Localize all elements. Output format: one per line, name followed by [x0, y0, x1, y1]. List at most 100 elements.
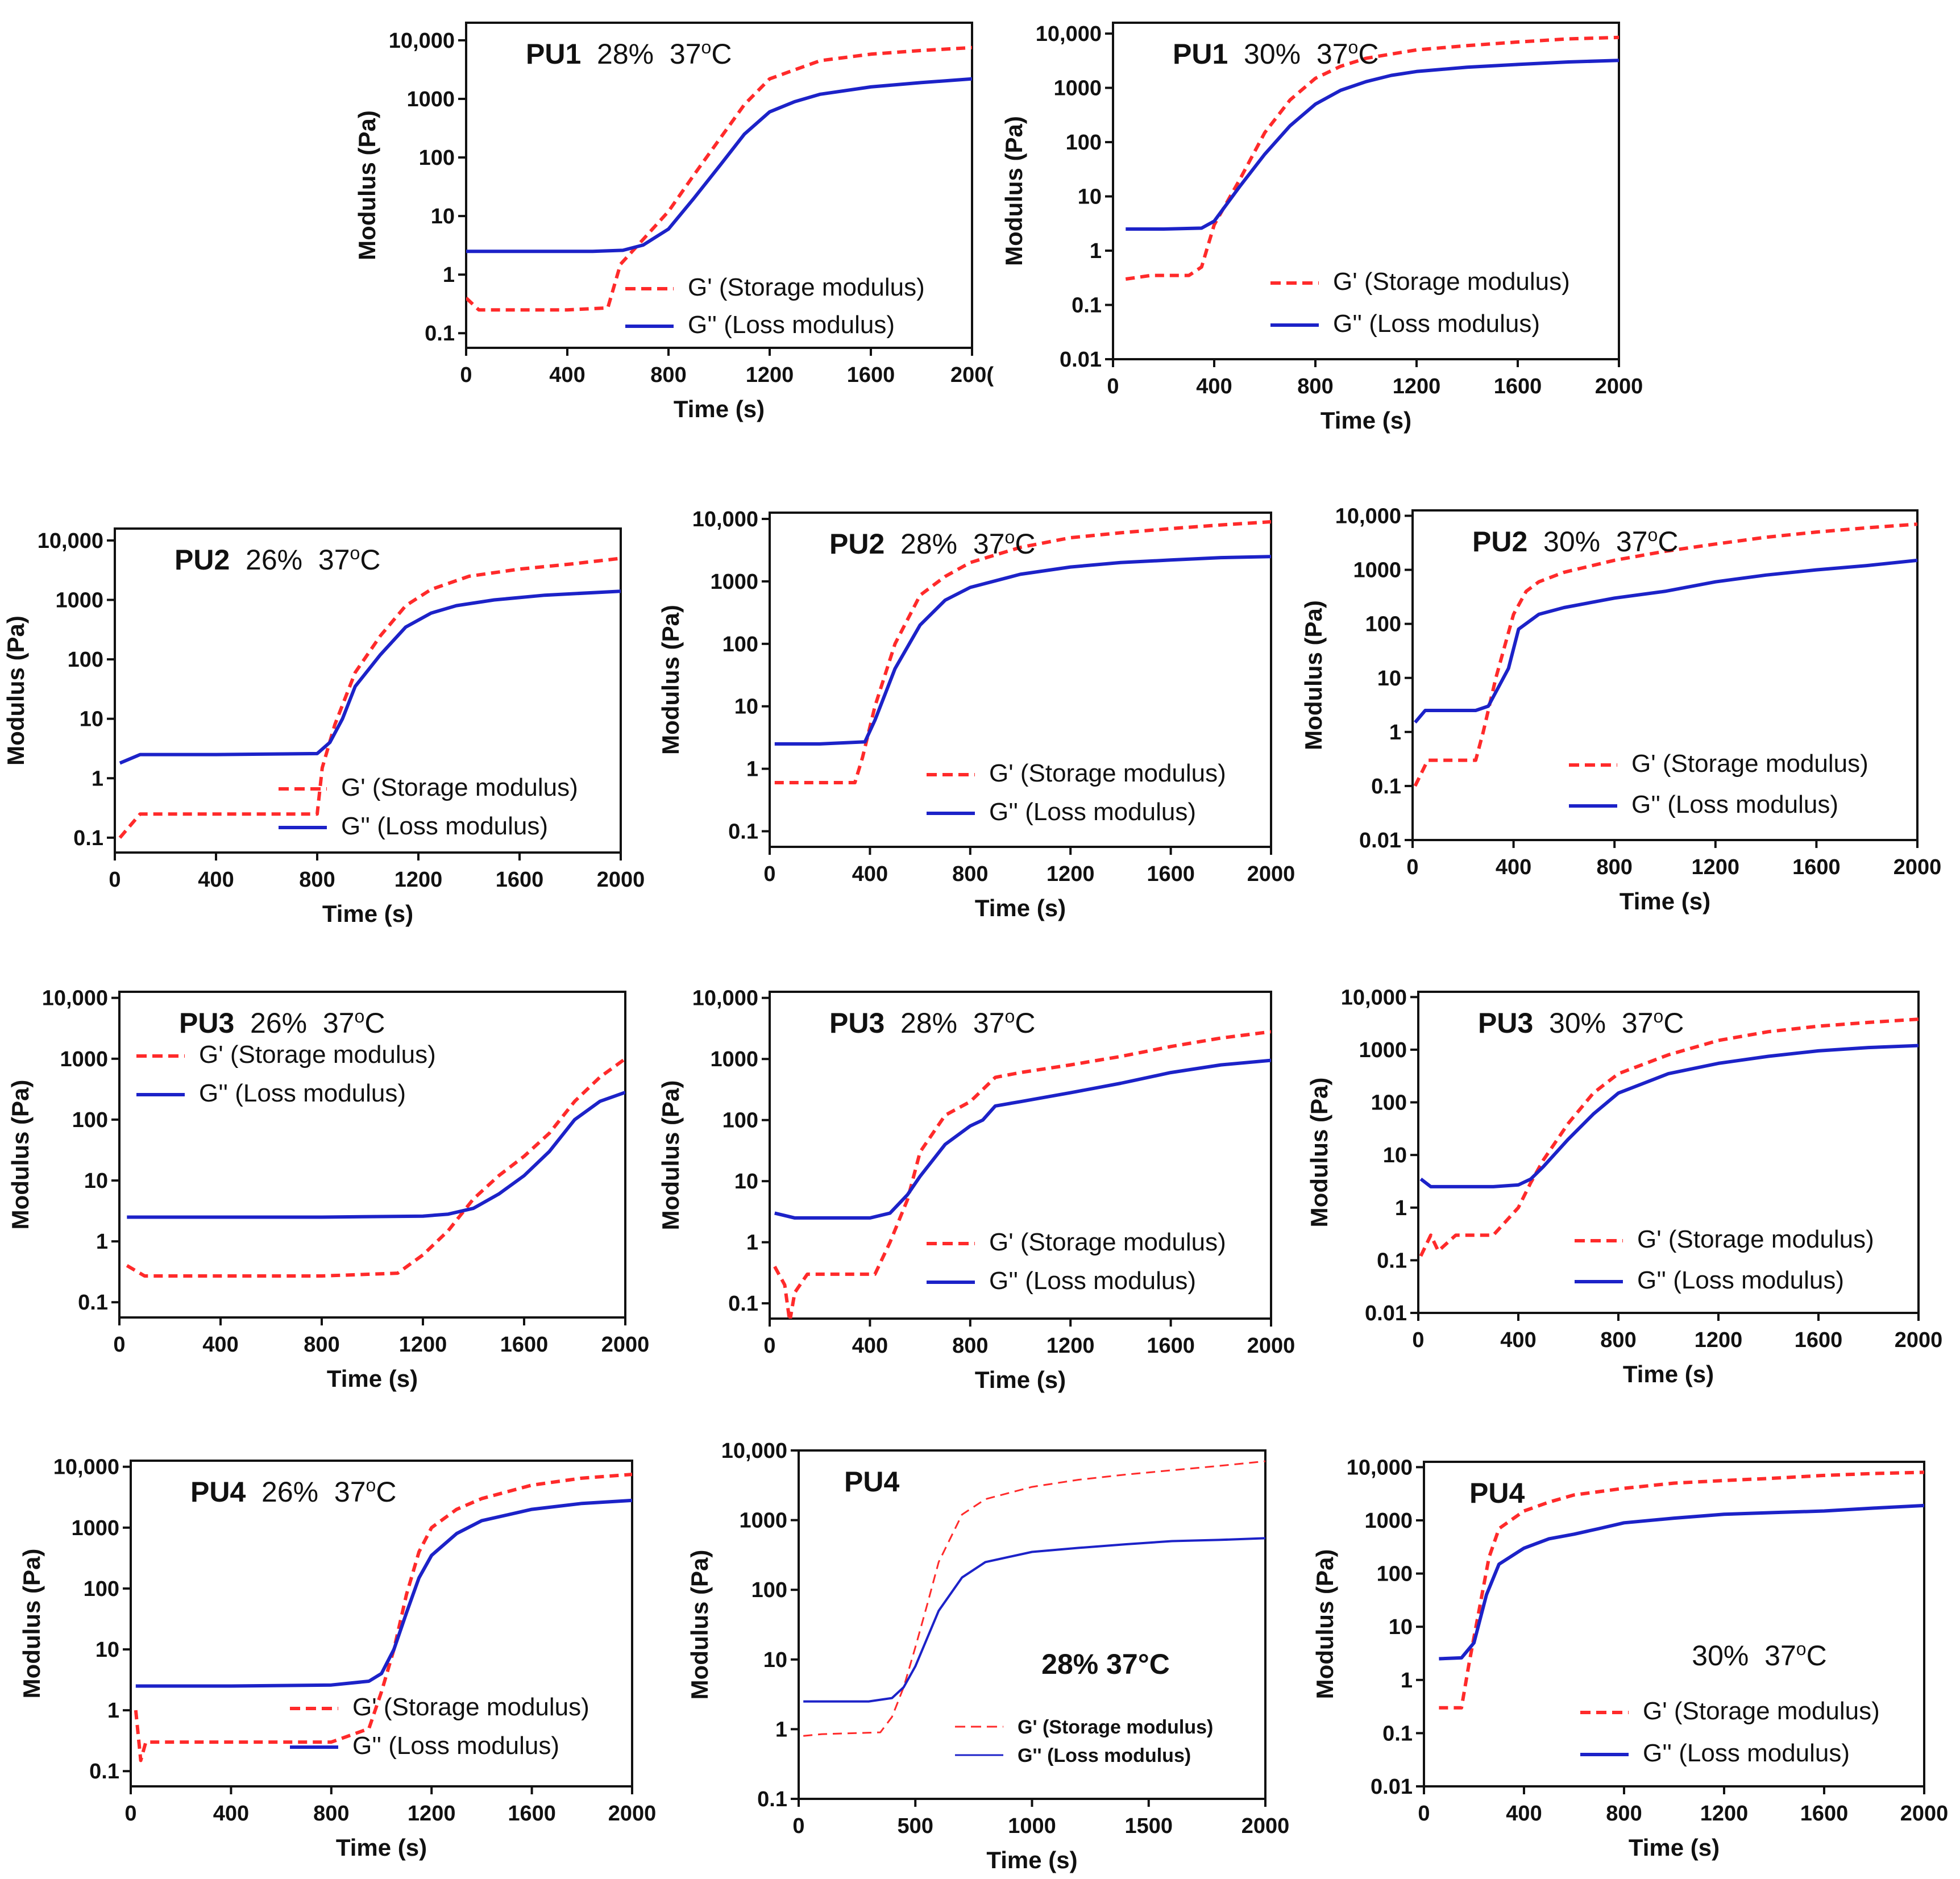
chart-panel-pu4-28: 0 500 1000 1500 2000 0.1 1 10 100 1000 10,000 Time …: [686, 1439, 1289, 1873]
y-tick-label: 1000: [739, 1509, 787, 1533]
x-tick-label: 800: [650, 363, 686, 387]
legend-loss-label: G'' (Loss modulus): [989, 798, 1196, 826]
x-tick-label: 1200: [1700, 1802, 1749, 1826]
x-axis-label: Time (s): [336, 1834, 427, 1861]
loss-modulus-line: [1414, 558, 1917, 724]
legend-storage-label: G' (Storage modulus): [1643, 1697, 1880, 1725]
x-tick-label: 2000: [601, 1333, 650, 1357]
legend-storage-label: G' (Storage modulus): [1333, 268, 1570, 296]
y-tick-label: 100: [722, 1109, 758, 1133]
x-tick-label: 1200: [1695, 1328, 1743, 1352]
legend-loss-label: G'' (Loss modulus): [688, 311, 895, 339]
x-tick-label: 1200: [1393, 375, 1441, 398]
plot-frame: [114, 527, 622, 854]
x-tick-label: 800: [952, 862, 988, 886]
x-tick-label: 400: [1496, 855, 1531, 879]
x-tick-label: 1600: [847, 363, 895, 387]
x-tick-label: 800: [313, 1802, 349, 1826]
x-tick-label: 1200: [399, 1333, 447, 1357]
y-tick-label: 0.1: [1382, 1722, 1413, 1745]
x-tick-label: 2000: [1895, 1328, 1943, 1352]
x-tick-label: 0: [763, 862, 775, 886]
x-tick-label: 500: [898, 1814, 933, 1838]
x-tick-label: 2000: [1893, 855, 1942, 879]
y-tick-label: 10,000: [692, 987, 758, 1011]
legend-loss-label: G'' (Loss modulus): [1018, 1745, 1191, 1766]
legend-storage-label: G' (Storage modulus): [199, 1041, 436, 1069]
x-tick-label: 1000: [1008, 1814, 1056, 1838]
chart-panel-pu3-30: 0 400 800 1200 1600 2000 0.01 0.1 1 10 100 1000 10,0…: [1306, 986, 1942, 1387]
chart-panel-pu2-30: 0 400 800 1200 1600 2000 0.01 0.1 1 10 100 1000 10,0…: [1300, 505, 1941, 914]
y-tick-label: 10: [80, 708, 103, 731]
y-tick-label: 100: [84, 1577, 119, 1601]
y-tick-label: 1000: [60, 1047, 108, 1071]
x-tick-label: 0: [792, 1814, 804, 1838]
y-axis-label: Modulus (Pa): [1311, 1549, 1338, 1699]
x-tick-label: 1600: [500, 1333, 549, 1357]
legend-loss-label: G'' (Loss modulus): [199, 1079, 406, 1107]
loss-modulus-line: [1439, 1503, 1924, 1661]
y-tick-label: 10: [1389, 1615, 1413, 1639]
x-tick-label: 1200: [1047, 1334, 1095, 1358]
y-tick-label: 10,000: [53, 1456, 119, 1479]
panel-title: PU2 30% 37oC: [1472, 525, 1678, 558]
x-tick-label: 0: [124, 1802, 136, 1826]
storage-modulus-line: [126, 1057, 625, 1278]
x-tick-label: 1200: [1047, 862, 1095, 886]
chart-panel-pu1-30: 0 400 800 1200 1600 2000 0.01 0.1 1 10 100 1000 10,0…: [1000, 22, 1643, 434]
y-tick-label: 1: [1401, 1669, 1413, 1693]
legend-loss-label: G'' (Loss modulus): [1643, 1739, 1850, 1767]
x-tick-label: 800: [1297, 375, 1333, 398]
x-tick-label: 1500: [1124, 1814, 1173, 1838]
x-tick-label: 400: [852, 862, 888, 886]
y-tick-label: 1000: [71, 1516, 119, 1540]
chart-panel-pu2-28: 0 400 800 1200 1600 2000 0.1 1 10 100 1000 10,000 Ti…: [657, 508, 1295, 921]
legend-storage-label: G' (Storage modulus): [1018, 1716, 1213, 1738]
x-tick-label: 2000: [608, 1802, 657, 1826]
panel-title: PU2 26% 37oC: [175, 543, 380, 576]
y-tick-label: 10,000: [1341, 986, 1407, 1009]
storage-modulus-line: [118, 556, 621, 839]
y-tick-label: 0.1: [1072, 294, 1102, 318]
x-tick-label: 1200: [408, 1802, 456, 1826]
x-tick-label: 800: [304, 1333, 339, 1357]
y-tick-label: 1000: [406, 88, 455, 111]
x-tick-label: 2000: [1900, 1802, 1949, 1826]
chart-panel-pu2-26: 0 400 800 1200 1600 2000 0.1 1 10 100 1000 10,000 Ti…: [2, 527, 645, 927]
x-tick-label: 1600: [1147, 862, 1195, 886]
y-tick-label: 1: [775, 1718, 787, 1741]
y-axis-label: Modulus (Pa): [18, 1549, 45, 1699]
legend: G' (Storage modulus) G'' (Loss modulus): [136, 1041, 436, 1107]
y-axis-label: Modulus (Pa): [354, 110, 380, 260]
y-tick-label: 1: [1389, 721, 1401, 745]
y-tick-label: 0.1: [728, 820, 758, 844]
y-tick-label: 0.01: [1060, 348, 1102, 372]
y-tick-label: 10: [1383, 1144, 1407, 1167]
panel-condition-annotation: 30% 37oC: [1692, 1639, 1826, 1672]
x-tick-label: 800: [952, 1334, 988, 1358]
x-tick-label: 800: [299, 868, 335, 892]
legend: G' (Storage modulus) G'' (Loss modulus): [927, 1228, 1226, 1295]
y-tick-label: 1000: [1053, 77, 1102, 101]
y-tick-label: 10: [763, 1648, 787, 1672]
loss-modulus-line: [774, 555, 1271, 746]
x-tick-label: 800: [1596, 855, 1632, 879]
y-tick-label: 1: [746, 758, 758, 781]
x-tick-label: 0: [1412, 1328, 1424, 1352]
y-axis-label: Modulus (Pa): [657, 605, 684, 755]
storage-modulus-line: [1439, 1470, 1924, 1710]
y-tick-label: 100: [1371, 1091, 1407, 1115]
y-tick-label: 10: [734, 1170, 758, 1194]
y-tick-label: 10: [84, 1169, 108, 1193]
chart-panel-pu3-28: 0 400 800 1200 1600 2000 0.1 1 10 100 1000 10,000 Ti…: [657, 987, 1295, 1393]
x-tick-label: 400: [1506, 1802, 1542, 1826]
y-axis-label: Modulus (Pa): [7, 1080, 34, 1230]
plot-frame: [130, 1460, 633, 1787]
y-tick-label: 1: [107, 1699, 119, 1723]
loss-modulus-line: [774, 1058, 1271, 1220]
y-tick-label: 10: [95, 1638, 119, 1662]
y-tick-label: 100: [1365, 613, 1401, 637]
legend: G' (Storage modulus) G'' (Loss modulus): [1575, 1225, 1874, 1294]
y-tick-label: 0.1: [89, 1760, 119, 1784]
